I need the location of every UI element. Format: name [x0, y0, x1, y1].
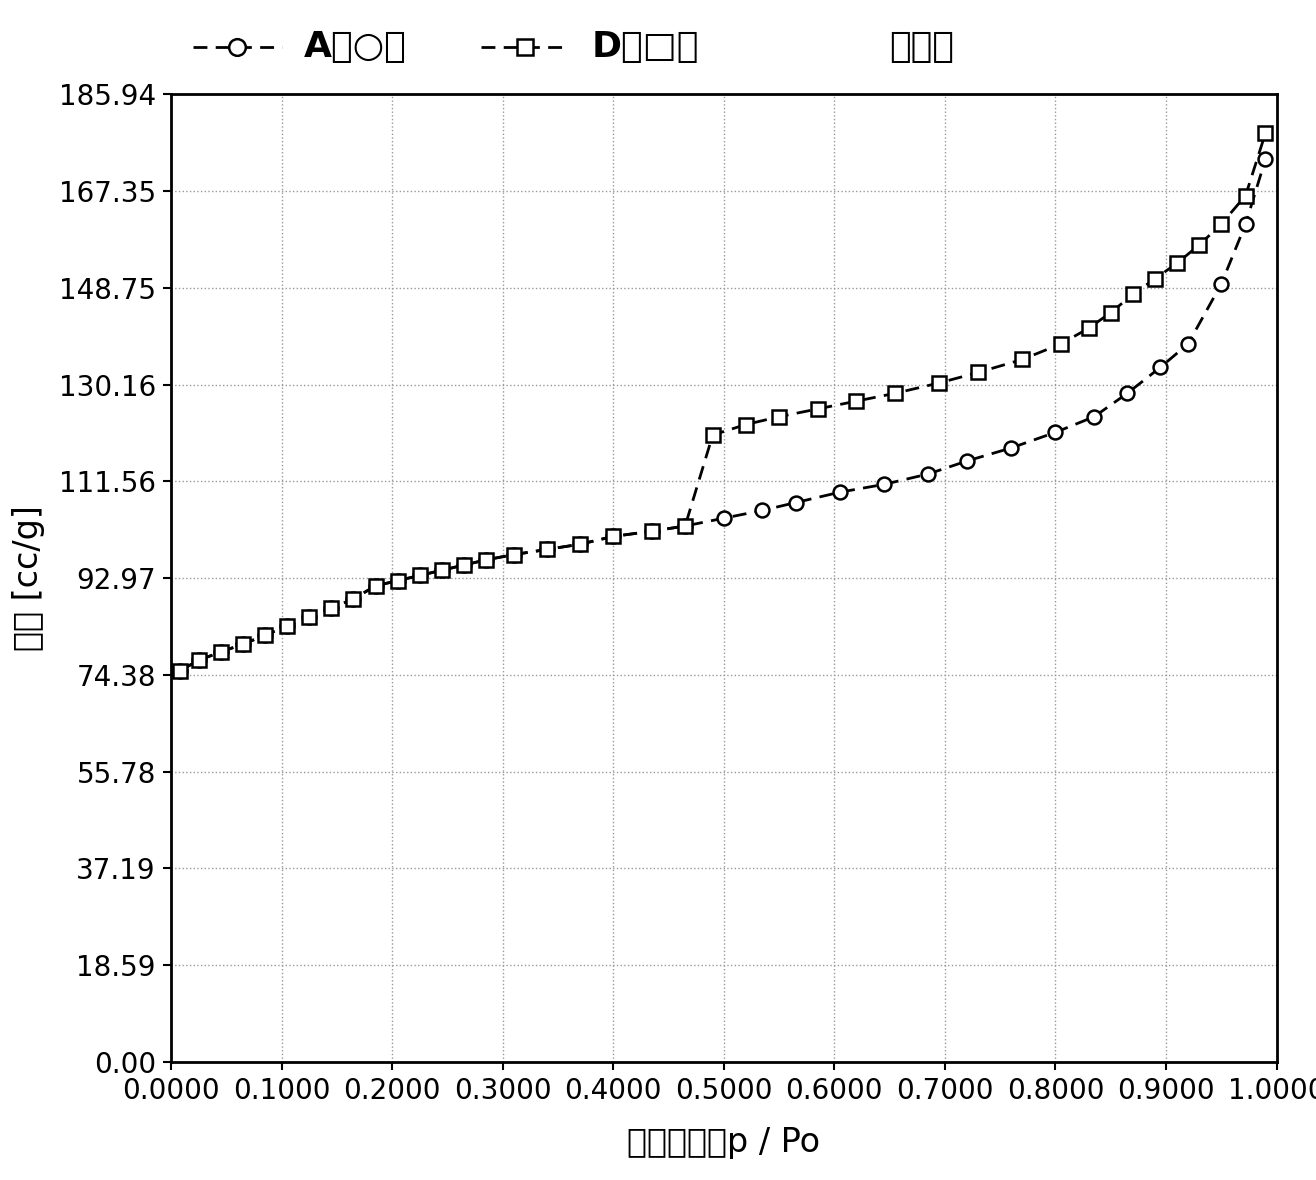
Text: D－□－: D－□－ [591, 31, 699, 64]
Text: 等温线: 等温线 [890, 31, 954, 64]
Y-axis label: 体积 [cc/g]: 体积 [cc/g] [12, 505, 45, 651]
Text: A－○－: A－○－ [304, 31, 407, 64]
X-axis label: 相对压力，p / Po: 相对压力，p / Po [628, 1126, 820, 1159]
